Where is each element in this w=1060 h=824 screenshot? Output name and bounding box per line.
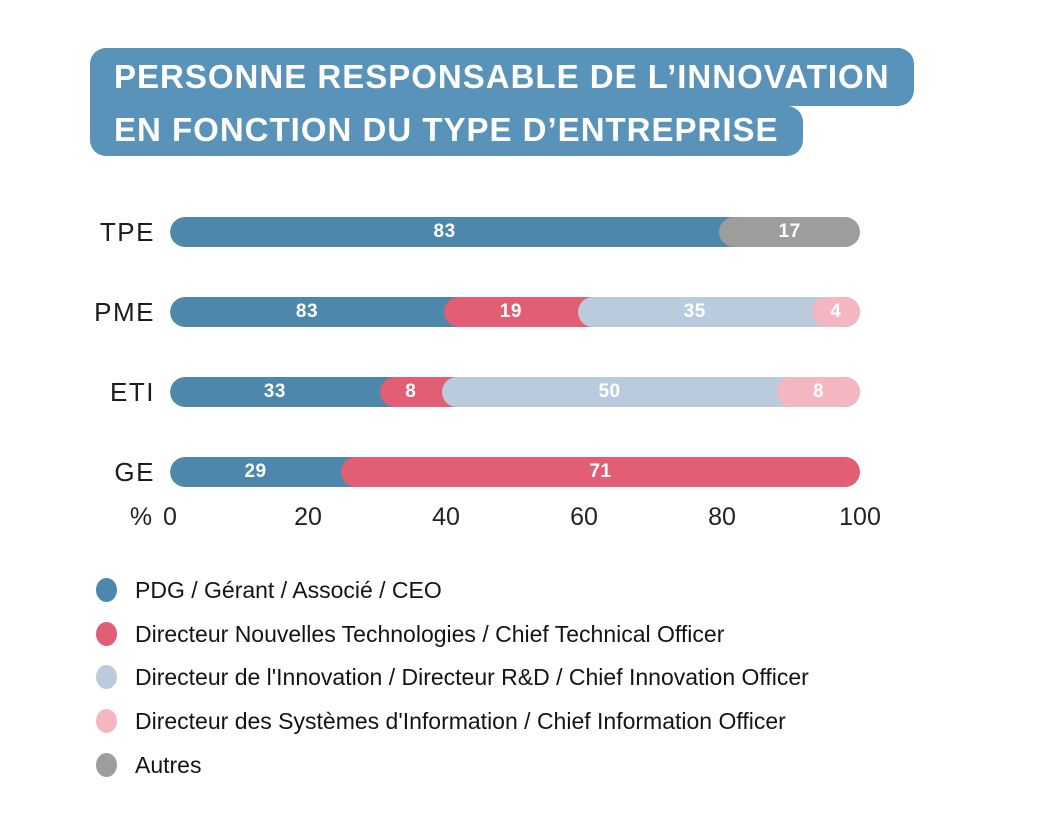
legend-color-dot <box>96 622 117 646</box>
legend-color-dot <box>96 665 117 689</box>
chart-row-eti: ETI 33 8 50 8 <box>0 377 1060 407</box>
page-title-line1: PERSONNE RESPONSABLE DE L’INNOVATION <box>90 48 914 106</box>
chart-row-pme: PME 83 19 35 4 <box>0 297 1060 327</box>
bar-segment <box>341 457 860 487</box>
bar-value-label: 33 <box>263 381 286 402</box>
bar-value-label: 83 <box>433 221 456 242</box>
x-axis-tick-80: 80 <box>708 503 736 531</box>
x-axis: % 0 20 40 60 80 100 <box>0 502 1060 532</box>
legend-item: Directeur de l'Innovation / Directeur R&… <box>0 663 1060 691</box>
chart-row-ge: GE 29 71 <box>0 457 1060 487</box>
legend-label: PDG / Gérant / Associé / CEO <box>135 577 442 603</box>
bar-value-label: 29 <box>244 461 267 482</box>
legend-color-dot <box>96 578 117 602</box>
x-axis-tick-20: 20 <box>294 503 322 531</box>
bar-value-label: 19 <box>499 301 522 322</box>
bar-value-label: 83 <box>295 301 319 322</box>
bar-segment <box>811 297 860 327</box>
legend-item: Directeur des Systèmes d'Information / C… <box>0 707 1060 735</box>
bar-value-label: 17 <box>778 221 801 242</box>
x-axis-unit-label: % <box>129 503 153 531</box>
legend-color-dot <box>96 709 117 733</box>
category-label-tpe: TPE <box>99 217 155 247</box>
category-label-eti: ETI <box>110 377 155 407</box>
bar-value-label: 35 <box>683 301 706 322</box>
x-axis-tick-40: 40 <box>432 503 460 531</box>
bar-segment <box>777 377 860 407</box>
bar-value-label: 8 <box>405 381 417 402</box>
bar-value-label: 4 <box>830 301 842 322</box>
legend-label: Autres <box>135 752 202 778</box>
stacked-bar-pme: 83 19 35 4 <box>170 297 860 327</box>
legend-label: Directeur des Systèmes d'Information / C… <box>135 708 786 734</box>
bar-value-label: 71 <box>589 461 612 482</box>
page-title-line2: EN FONCTION DU TYPE D’ENTREPRISE <box>90 106 803 156</box>
stacked-bar-tpe: 83 17 <box>170 217 860 247</box>
bar-value-label: 50 <box>598 381 621 402</box>
chart-row-tpe: TPE 83 17 <box>0 217 1060 247</box>
category-label-ge: GE <box>114 457 155 487</box>
stacked-bar-eti: 33 8 50 8 <box>170 377 860 407</box>
legend-item: Autres <box>0 751 1060 779</box>
bar-value-label: 8 <box>813 381 825 402</box>
stacked-bar-ge: 29 71 <box>170 457 860 487</box>
x-axis-tick-100: 100 <box>839 503 881 531</box>
x-axis-tick-0: 0 <box>163 503 177 531</box>
x-axis-tick-60: 60 <box>570 503 598 531</box>
legend-color-dot <box>96 753 117 777</box>
legend-label: Directeur Nouvelles Technologies / Chief… <box>135 621 725 647</box>
legend-item: Directeur Nouvelles Technologies / Chief… <box>0 620 1060 648</box>
category-label-pme: PME <box>94 297 155 327</box>
legend-label: Directeur de l'Innovation / Directeur R&… <box>135 664 809 690</box>
legend-item: PDG / Gérant / Associé / CEO <box>0 576 1060 604</box>
bar-segment <box>719 217 860 247</box>
